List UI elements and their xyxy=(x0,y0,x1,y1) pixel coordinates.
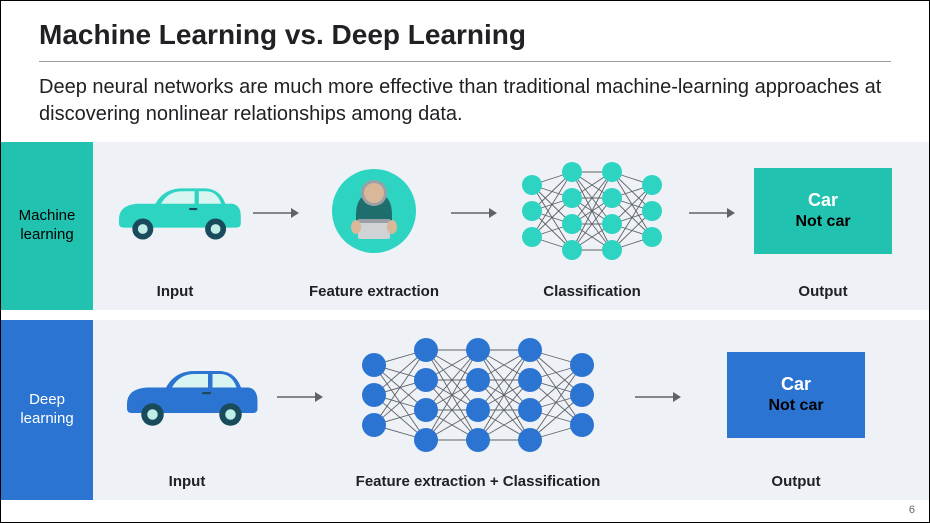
arrow-icon xyxy=(449,205,497,247)
ml-output-cell: Car Not car Output xyxy=(735,142,911,310)
dl-feature-cell: Feature extraction + Classification xyxy=(323,320,633,500)
slide-number: 6 xyxy=(909,504,915,516)
ml-class-label: Classification xyxy=(543,279,641,310)
slide: Machine Learning vs. Deep Learning Deep … xyxy=(0,0,930,523)
ml-side-label: Machine learning xyxy=(1,142,93,310)
dl-input-cell: Input xyxy=(99,320,275,500)
arrow-icon xyxy=(687,205,735,247)
neural-net-icon xyxy=(323,320,633,469)
dl-output-cell: Car Not car Output xyxy=(681,320,911,500)
dl-output-line2: Not car xyxy=(768,397,823,415)
car-icon xyxy=(99,142,251,279)
dl-side-label-text: Deep learning xyxy=(1,391,93,429)
dl-feature-label: Feature extraction + Classification xyxy=(356,469,601,500)
dl-input-label: Input xyxy=(169,469,206,500)
dl-output-pic: Car Not car xyxy=(681,320,911,469)
ml-side-label-text: Machine learning xyxy=(1,207,93,245)
ml-class-cell: Classification xyxy=(497,142,687,310)
ml-feature-label: Feature extraction xyxy=(309,279,439,310)
ml-output-label: Output xyxy=(798,279,847,310)
dl-side-label: Deep learning xyxy=(1,320,93,500)
slide-title: Machine Learning vs. Deep Learning xyxy=(1,1,929,57)
ml-output-pic: Car Not car xyxy=(735,142,911,279)
row-ml: Machine learning Input Fea xyxy=(1,142,929,310)
arrow-icon xyxy=(275,389,323,431)
dl-output-box: Car Not car xyxy=(727,352,865,438)
arrow-icon xyxy=(633,389,681,431)
dl-row-body: Input Feature extraction + Classificatio… xyxy=(93,320,929,500)
ml-input-cell: Input xyxy=(99,142,251,310)
person-laptop-icon xyxy=(299,142,449,279)
ml-row-body: Input Feature extraction Classification xyxy=(93,142,929,310)
dl-output-line1: Car xyxy=(781,374,811,395)
row-dl: Deep learning Input Feature extraction +… xyxy=(1,320,929,500)
ml-output-line2: Not car xyxy=(795,213,850,231)
arrow-icon xyxy=(251,205,299,247)
slide-subtitle: Deep neural networks are much more effec… xyxy=(1,62,929,142)
ml-input-label: Input xyxy=(157,279,194,310)
car-icon xyxy=(99,320,275,469)
ml-feature-cell: Feature extraction xyxy=(299,142,449,310)
ml-output-line1: Car xyxy=(808,190,838,211)
neural-net-icon xyxy=(497,142,687,279)
ml-output-box: Car Not car xyxy=(754,168,892,254)
dl-output-label: Output xyxy=(771,469,820,500)
